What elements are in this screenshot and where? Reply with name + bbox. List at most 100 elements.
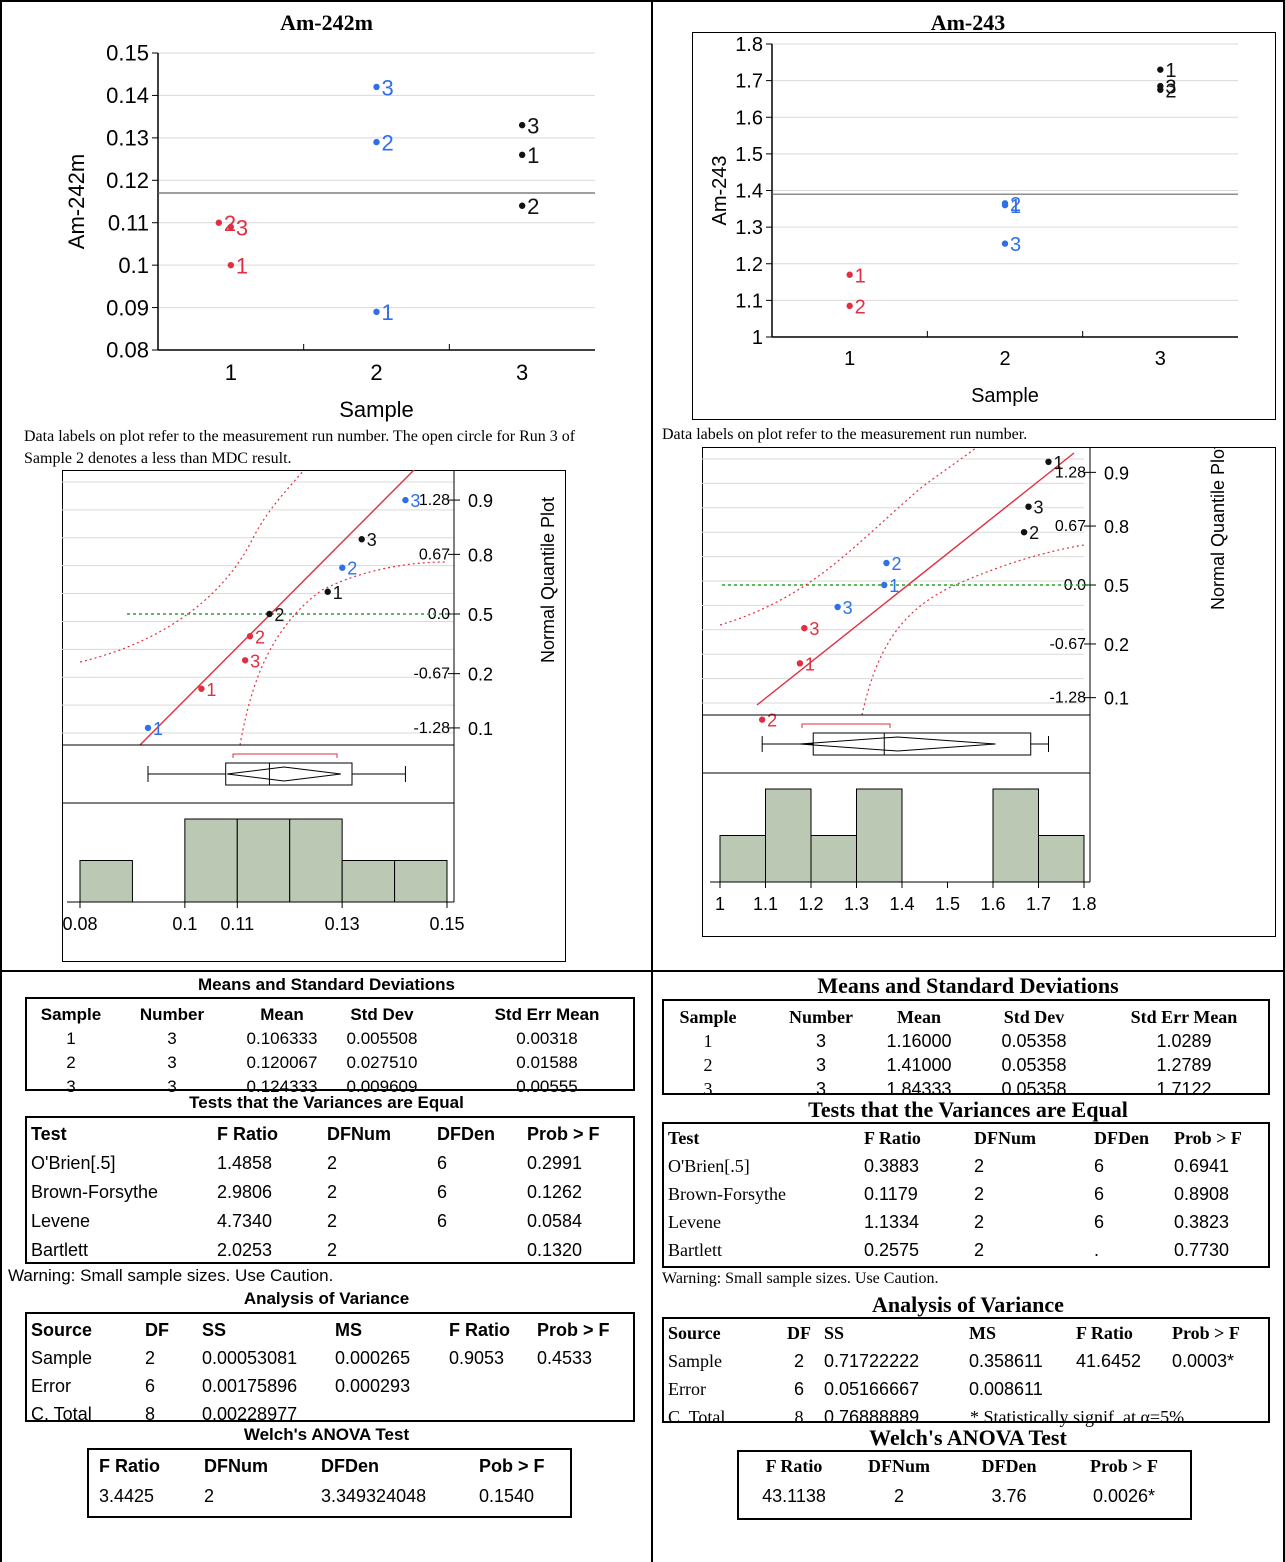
histogram-bar bbox=[810, 835, 857, 883]
quantile-tick-label: -0.67 bbox=[1050, 636, 1087, 653]
table-cell: 0.009609 bbox=[346, 1077, 418, 1096]
y-tick-label: 0.08 bbox=[106, 338, 149, 363]
data-point-label: 1 bbox=[382, 300, 394, 325]
data-point-label: 1 bbox=[1165, 60, 1176, 82]
table-header-cell: DFNum bbox=[327, 1124, 391, 1144]
table-cell: 0.000265 bbox=[335, 1348, 411, 1368]
histogram-bar bbox=[184, 818, 238, 903]
quantile-point-label: 1 bbox=[206, 680, 216, 700]
table-cell: 2 bbox=[327, 1240, 338, 1260]
table-cell: 0.106333 bbox=[246, 1029, 318, 1048]
table-cell: 0.1262 bbox=[527, 1182, 583, 1202]
data-point-label: 3 bbox=[236, 215, 248, 240]
histogram-bar bbox=[719, 835, 766, 883]
data-point bbox=[846, 302, 853, 310]
table-header-cell: DFDen bbox=[437, 1124, 495, 1144]
quantile-point bbox=[881, 581, 888, 589]
x-tick-label: 1 bbox=[225, 360, 237, 385]
table-cell: 2 bbox=[204, 1486, 215, 1506]
table-cell: 0.120067 bbox=[246, 1053, 318, 1072]
table-cell: 2 bbox=[974, 1212, 985, 1232]
data-point-label: 3 bbox=[1165, 77, 1176, 99]
x-tick-label: 3 bbox=[1155, 348, 1166, 370]
table-cell: 0.00228977 bbox=[202, 1404, 298, 1424]
table-cell: 1.1334 bbox=[864, 1212, 920, 1232]
table-cell: 3 bbox=[167, 1029, 177, 1048]
quantile-tick-label: 1.28 bbox=[419, 492, 450, 509]
table-header-cell: Mean bbox=[897, 1007, 941, 1027]
quantile-point-label: 1 bbox=[805, 654, 815, 674]
probability-tick-label: 0.2 bbox=[468, 665, 493, 685]
quantile-tick-label: -1.28 bbox=[414, 720, 451, 737]
table-cell: 0.027510 bbox=[346, 1053, 418, 1072]
probability-tick-label: 0.2 bbox=[1104, 635, 1129, 655]
variances-table: Test F Ratio DFNum DFDen Prob > F O'Brien[.5]… bbox=[25, 1116, 635, 1264]
table-header-cell: DF bbox=[145, 1320, 169, 1340]
table-cell: O'Brien[.5] bbox=[668, 1156, 750, 1176]
quantile-axis-label: Normal Quantile Plot bbox=[538, 497, 558, 663]
y-tick-label: 1.7 bbox=[735, 71, 763, 93]
y-tick-label: 0.11 bbox=[108, 210, 149, 235]
table-cell: 2 bbox=[974, 1156, 985, 1176]
quantile-point-label: 2 bbox=[274, 605, 284, 625]
histogram-bar bbox=[394, 860, 448, 903]
table-cell: 6 bbox=[1094, 1184, 1105, 1204]
y-tick-label: 1.4 bbox=[735, 181, 763, 203]
table-header-cell: SS bbox=[824, 1323, 845, 1343]
table-header-cell: DFDen bbox=[1094, 1128, 1149, 1148]
histogram-tick-label: 0.11 bbox=[220, 914, 254, 934]
shortest-half-bracket bbox=[232, 753, 338, 758]
means-title: Means and Standard Deviations bbox=[817, 973, 1119, 998]
table-cell: 0.9053 bbox=[449, 1348, 505, 1368]
table-header-cell: Prob > F bbox=[527, 1124, 600, 1144]
anova-table: Source DF SS MS F Ratio Prob > F Sample 2 0.7172… bbox=[662, 1317, 1270, 1427]
table-cell: 0.05358 bbox=[1001, 1079, 1067, 1099]
warning-text: Warning: Small sample sizes. Use Caution… bbox=[662, 1270, 939, 1287]
histogram-tick-label: 1 bbox=[715, 894, 725, 914]
table-header-cell: Source bbox=[31, 1320, 93, 1340]
quantile-point bbox=[358, 536, 365, 543]
x-tick-label: 2 bbox=[999, 348, 1010, 370]
quantile-tick-label: -0.67 bbox=[414, 666, 451, 683]
quantile-point bbox=[198, 685, 205, 692]
histogram-tick-label: 1.3 bbox=[844, 894, 869, 914]
table-cell: 3.76 bbox=[991, 1486, 1027, 1506]
data-point bbox=[1001, 200, 1009, 207]
table-cell: Brown-Forsythe bbox=[668, 1184, 786, 1204]
data-point bbox=[373, 308, 380, 316]
data-point bbox=[518, 121, 526, 129]
table-cell: 6 bbox=[1094, 1212, 1105, 1232]
confidence-band bbox=[79, 470, 305, 663]
table-cell: 0.124333 bbox=[246, 1077, 318, 1096]
table-cell: 3 bbox=[815, 1031, 826, 1051]
quantile-point-label: 2 bbox=[1029, 523, 1039, 543]
table-cell: 0.3883 bbox=[864, 1156, 920, 1176]
table-cell: 0.76888889 bbox=[824, 1407, 920, 1427]
histogram-tick-label: 1.7 bbox=[1026, 894, 1051, 914]
histogram-tick-label: 1.4 bbox=[889, 894, 914, 914]
quantile-point-label: 3 bbox=[410, 491, 420, 511]
table-cell: 6 bbox=[145, 1376, 156, 1396]
quantile-point-label: 2 bbox=[891, 554, 901, 574]
table-cell: 6 bbox=[437, 1153, 448, 1173]
data-point bbox=[518, 151, 526, 159]
table-cell: Brown-Forsythe bbox=[31, 1182, 159, 1202]
table-header-cell: Sample bbox=[679, 1007, 737, 1027]
table-cell: 2 bbox=[327, 1153, 338, 1173]
table-cell: 0.00555 bbox=[516, 1077, 578, 1096]
histogram-tick-label: 1.5 bbox=[935, 894, 960, 914]
table-cell: 0.00318 bbox=[516, 1029, 578, 1048]
quantile-point bbox=[144, 724, 152, 732]
table-cell: 2 bbox=[703, 1055, 713, 1075]
table-header-cell: SS bbox=[202, 1320, 227, 1340]
table-header-cell: F Ratio bbox=[765, 1456, 823, 1476]
table-cell: . bbox=[1094, 1240, 1100, 1260]
table-header-cell: F Ratio bbox=[1076, 1323, 1133, 1343]
left-quantile-chart: 1.28 0.9 0.67 0.8 0.0 0.5 -0.67 0.2 -1.28 0.1 Norm… bbox=[62, 470, 558, 934]
table-cell: 1.16000 bbox=[886, 1031, 952, 1051]
y-tick-label: 0.14 bbox=[106, 83, 149, 108]
mean-diamond bbox=[799, 736, 996, 752]
warning-text: Warning: Small sample sizes. Use Caution… bbox=[8, 1266, 334, 1285]
quantile-point-label: 3 bbox=[367, 530, 377, 550]
quantile-point-label: 2 bbox=[255, 627, 265, 647]
